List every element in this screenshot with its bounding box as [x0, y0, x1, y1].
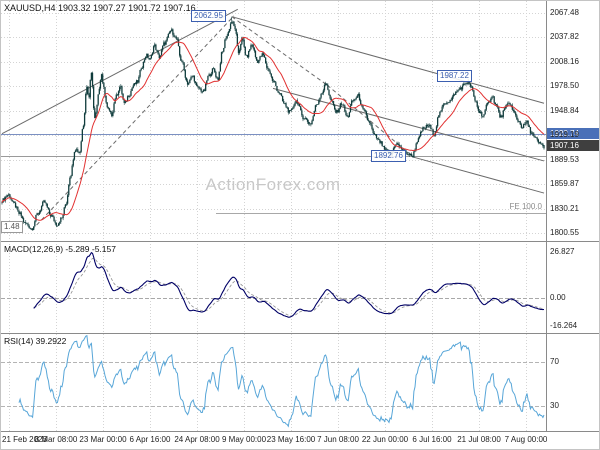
price-annotation-lower-high: 1987.22 [437, 70, 472, 82]
rsi-indicator-label: RSI(14) 39.2922 [4, 336, 67, 346]
macd-signal-line [33, 257, 545, 317]
trendlines [1, 8, 545, 231]
chart-title: XAUUSD,H4 1903.32 1907.27 1901.72 1907.1… [4, 3, 196, 13]
axis-marker-level: 1920.74 [547, 128, 599, 140]
watermark: ActionForex.com [205, 175, 341, 194]
grid [1, 1, 546, 431]
horizontal-levels [1, 134, 546, 214]
fibonacci-extension-label: FE 100.0 [509, 201, 542, 211]
price-annotation-high: 2062.95 [191, 10, 226, 22]
macd-indicator-label: MACD(12,26,9) -5.289 -5.157 [4, 244, 116, 254]
rsi-line [18, 334, 545, 428]
panel-frame [1, 1, 599, 432]
macd-line [33, 251, 545, 318]
price-annotation-low: 1892.76 [371, 150, 406, 162]
axis-marker-current-price: 1907.16 [547, 139, 599, 151]
partial-price-label: 1.48 [1, 221, 23, 233]
candlestick-series [1, 16, 545, 231]
moving-average-line [1, 36, 545, 221]
